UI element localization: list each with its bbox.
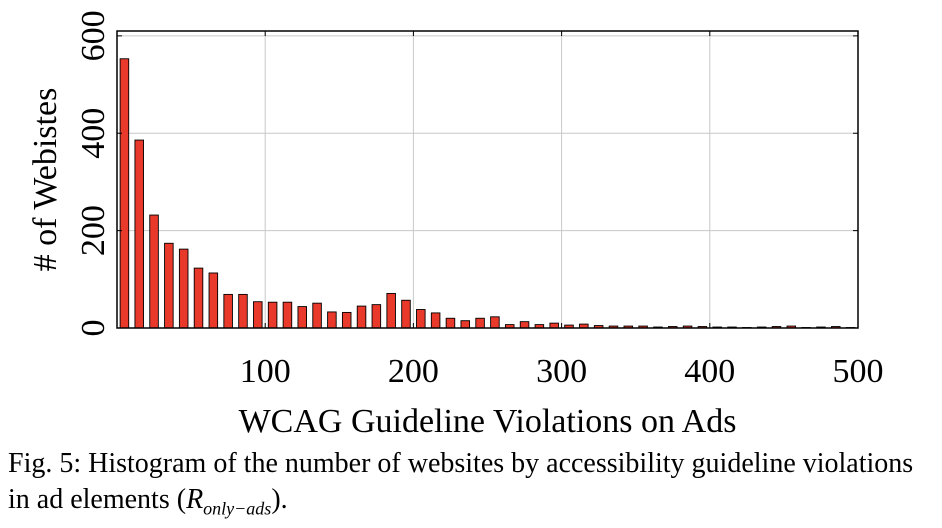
x-axis-title: WCAG Guideline Violations on Ads [239, 403, 737, 440]
y-tick-label: 400 [75, 108, 112, 159]
histogram-bar [475, 317, 485, 329]
histogram-bar [312, 302, 322, 329]
histogram-bar [327, 311, 337, 329]
histogram-bar [193, 267, 204, 329]
y-tick-label: 200 [75, 205, 112, 256]
histogram-bar [119, 58, 130, 329]
histogram-bar [282, 301, 293, 329]
y-tick-label: 600 [75, 10, 112, 61]
grid-lines [117, 31, 859, 329]
histogram-bar [460, 320, 471, 329]
caption-math: Ronly−ads [186, 484, 272, 519]
y-tick-label: 0 [75, 320, 112, 337]
histogram-bar [267, 301, 278, 329]
bars-group [119, 58, 856, 329]
caption-text: Fig. 5: Histogram of the number of websi… [8, 448, 914, 515]
histogram-bar [401, 299, 411, 329]
tick-marks [117, 31, 859, 329]
x-tick-label: 500 [833, 353, 884, 390]
histogram-bar [430, 312, 441, 329]
histogram-bar [149, 214, 159, 329]
figure-caption: Fig. 5: Histogram of the number of websi… [8, 446, 936, 527]
histogram-bar [297, 306, 307, 329]
histogram-bar [371, 304, 382, 329]
x-tick-labels: 100 200 300 400 500 [240, 353, 884, 390]
histogram-bar [490, 316, 500, 329]
histogram-bar [164, 242, 174, 329]
histogram-bar [356, 305, 367, 329]
histogram-bar [223, 293, 233, 329]
histogram-bar [134, 139, 144, 329]
histogram-chart: 100 200 300 400 500 0 200 400 600 WCAG Guidelin… [27, 10, 884, 440]
x-tick-label: 300 [536, 353, 587, 390]
caption-suffix: ). [271, 484, 288, 515]
histogram-bar [238, 293, 248, 329]
histogram-bar [253, 301, 263, 329]
histogram-bar [341, 311, 352, 329]
histogram-bar [178, 248, 189, 329]
y-axis-title: # of Webistes [27, 88, 64, 272]
x-tick-label: 400 [684, 353, 735, 390]
x-tick-label: 200 [388, 353, 439, 390]
histogram-bar [386, 292, 396, 329]
histogram-bar [208, 272, 219, 329]
histogram-bar [445, 317, 456, 329]
x-tick-label: 100 [240, 353, 291, 390]
plot-frame [116, 30, 859, 329]
histogram-bar [519, 321, 530, 329]
y-tick-labels: 0 200 400 600 [75, 10, 112, 336]
histogram-bar [416, 309, 426, 329]
